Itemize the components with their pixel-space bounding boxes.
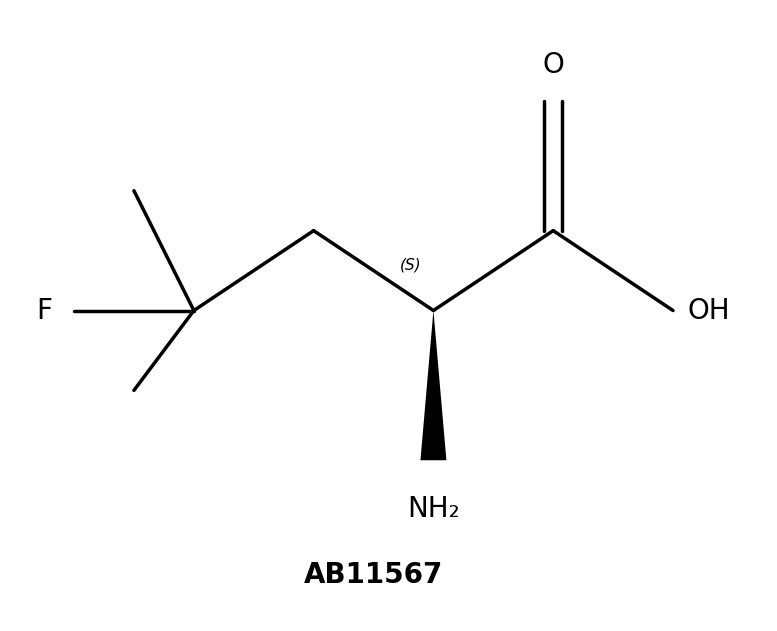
- Text: F: F: [36, 297, 52, 324]
- Text: O: O: [542, 51, 564, 79]
- Text: AB11567: AB11567: [304, 561, 443, 589]
- Text: OH: OH: [688, 297, 730, 324]
- Polygon shape: [420, 310, 447, 460]
- Text: (S): (S): [400, 257, 421, 273]
- Text: NH₂: NH₂: [407, 495, 460, 523]
